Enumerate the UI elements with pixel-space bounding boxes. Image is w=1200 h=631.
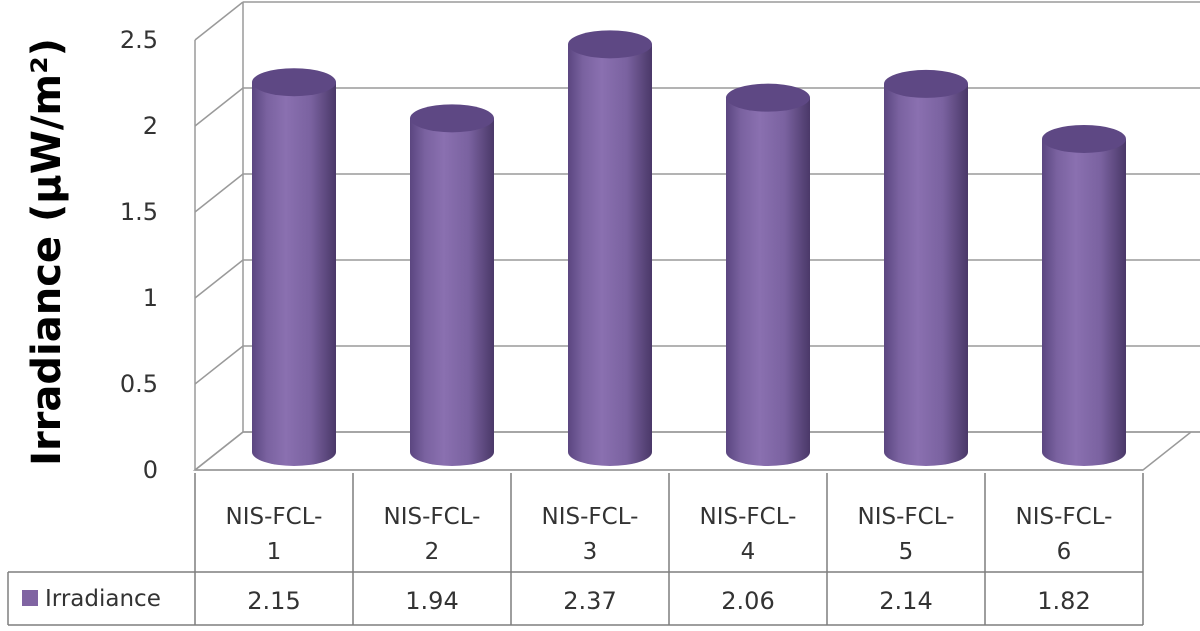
x-tick-label: NIS-FCL-	[1016, 504, 1113, 530]
x-tick-label: 3	[583, 539, 598, 565]
y-tick-label: 2.5	[120, 26, 158, 54]
y-tick-label: 0	[143, 456, 158, 484]
bar	[568, 30, 652, 467]
y-axis-label: Irradiance (µW/m²)	[24, 38, 70, 466]
x-tick-label: 1	[267, 539, 282, 565]
y-tick-label: 2	[143, 112, 158, 140]
x-tick-label: 4	[741, 539, 756, 565]
data-label: 2.15	[247, 587, 300, 615]
gridline-side	[194, 345, 244, 385]
gridline-side	[194, 173, 244, 213]
bar-body	[568, 44, 652, 467]
bar-top	[252, 68, 336, 97]
bar	[410, 104, 494, 466]
bar-body	[410, 118, 494, 466]
y-tick-label: 1	[143, 284, 158, 312]
x-tick-label: NIS-FCL-	[858, 504, 955, 530]
x-tick-label: NIS-FCL-	[542, 504, 639, 530]
bar-top	[726, 83, 810, 112]
x-tick-label: 2	[425, 539, 440, 565]
data-label: 2.14	[879, 587, 932, 615]
data-label: 1.94	[405, 587, 458, 615]
y-tick-label: 1.5	[120, 198, 158, 226]
bar	[726, 83, 810, 467]
y-axis-ticks: 0 0.5 1 1.5 2 2.5	[120, 26, 158, 484]
bars	[252, 30, 1126, 467]
bar-body	[252, 82, 336, 466]
legend-swatch	[22, 590, 38, 606]
bar	[252, 68, 336, 466]
data-label: 2.06	[721, 587, 774, 615]
data-label: 1.82	[1037, 587, 1090, 615]
x-tick-label: 6	[1057, 539, 1072, 565]
bar	[1042, 124, 1126, 466]
bar-body	[726, 97, 810, 467]
data-table: NIS-FCL- 1 2.15 NIS-FCL- 2 1.94 NIS-FCL- 3 2.37 N…	[7, 473, 1144, 626]
bar	[884, 69, 968, 467]
x-tick-label: NIS-FCL-	[384, 504, 481, 530]
bar-body	[884, 83, 968, 467]
bar-top	[568, 30, 652, 59]
gridlines	[192, 1, 1200, 471]
y-tick-label: 0.5	[120, 370, 158, 398]
x-tick-label: NIS-FCL-	[700, 504, 797, 530]
data-label: 2.37	[563, 587, 616, 615]
gridline-side	[194, 259, 244, 299]
gridline-side	[194, 1, 244, 41]
x-tick-label: NIS-FCL-	[226, 504, 323, 530]
gridline-side	[194, 87, 244, 127]
legend-label: Irradiance	[45, 586, 161, 612]
bar-top	[884, 69, 968, 98]
x-tick-label: 5	[899, 539, 914, 565]
bar-top	[410, 104, 494, 133]
bar-body	[1042, 138, 1126, 466]
bar-top	[1042, 124, 1126, 153]
